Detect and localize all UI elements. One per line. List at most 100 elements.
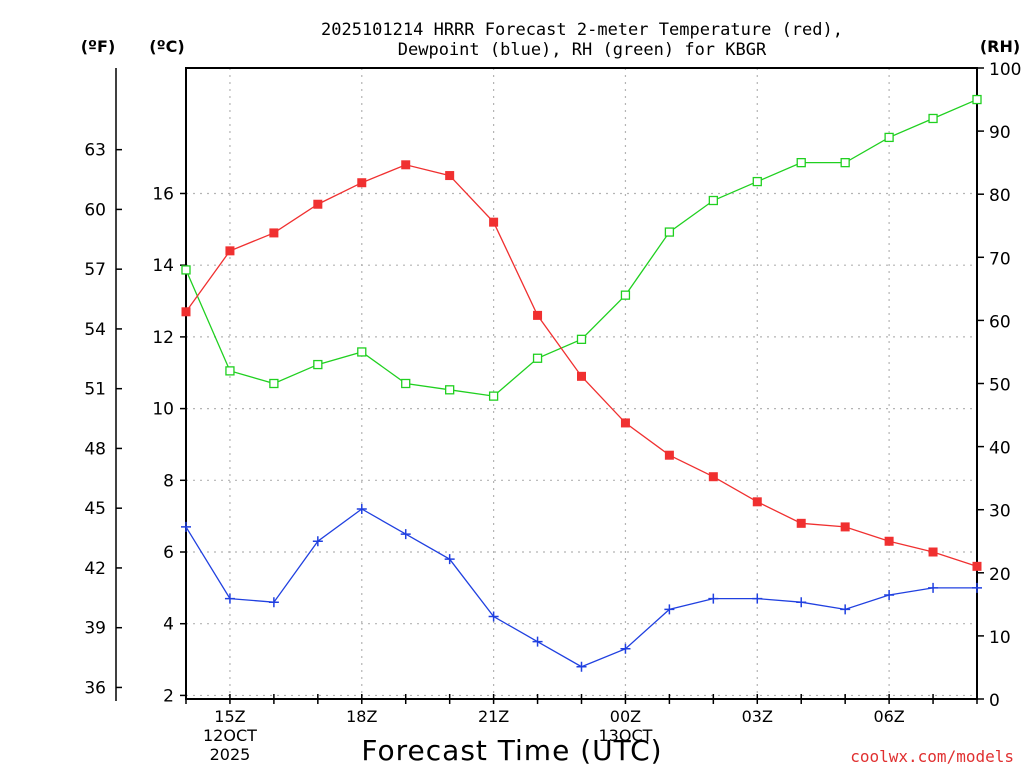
dewpoint-marker [664,604,675,615]
rh-tick-label: 50 [989,376,1011,396]
data-series [181,94,982,672]
temperature-marker [928,547,938,557]
dewpoint-marker [356,503,367,514]
chart-title-line2: Dewpoint (blue), RH (green) for KBGR [398,40,767,60]
rh-marker [445,385,455,395]
x-tick-label: 03Z [742,707,773,726]
temperature-marker [840,522,850,532]
rh-tick-label: 60 [989,312,1011,332]
dewpoint-marker [444,554,455,565]
dewpoint-marker [752,593,763,604]
credit-text: coolwx.com/models [850,747,1014,766]
dewpoint-marker [884,590,895,601]
celsius-tick-label: 10 [152,400,174,420]
temperature-marker [269,228,279,238]
celsius-tick-label: 8 [163,471,174,491]
rh-marker [708,195,718,206]
temperature-marker [620,418,630,428]
dewpoint-marker [532,636,543,647]
celsius-tick-label: 14 [152,256,174,276]
fahrenheit-tick-label: 63 [84,141,106,161]
temperature-marker [489,217,499,227]
unit-label-fahrenheit: (ºF) [81,37,116,56]
plot-frame [185,67,978,700]
rh-marker [928,113,938,124]
rh-marker [313,359,323,370]
rh-marker [357,347,367,357]
temperature-marker [577,371,586,381]
rh-marker [884,132,894,143]
temperature-marker [401,160,411,170]
fahrenheit-tick-label: 57 [84,260,106,280]
temperature-marker [708,472,718,482]
rh-marker [488,391,499,401]
temperature-marker [313,199,323,209]
rh-marker [532,353,543,363]
dewpoint-marker [928,582,939,593]
chart-title-line1: 2025101214 HRRR Forecast 2-meter Tempera… [321,20,843,40]
dewpoint-marker [708,593,719,604]
temperature-marker [357,178,367,188]
temperature-marker [752,497,762,507]
temperature-marker [181,307,191,317]
temperature-marker [972,561,982,571]
fahrenheit-tick-label: 45 [84,499,106,519]
rh-marker [576,334,587,344]
rh-marker [225,366,235,376]
dewpoint-marker [796,597,807,608]
rh-tick-label: 100 [989,60,1021,80]
temperature-marker [884,536,894,546]
fahrenheit-tick-label: 42 [84,559,106,579]
dewpoint-marker [488,611,499,622]
rh-tick-label: 80 [989,186,1011,206]
temperature-marker [796,518,806,528]
rh-tick-label: 40 [989,439,1011,459]
x-tick-label: 06Z [873,707,904,726]
rh-marker [796,157,806,168]
x-tick-year: 2025 [210,745,251,764]
dewpoint-marker [972,582,982,593]
fahrenheit-tick-label: 39 [84,619,106,639]
x-axis-title: Forecast Time (UTC) [361,734,662,767]
rh-line [185,98,978,397]
dewpoint-marker [312,536,323,547]
unit-label-rh: (RH) [980,37,1020,56]
rh-marker [620,290,631,300]
dewpoint-marker [620,643,631,654]
rh-tick-label: 30 [989,502,1011,522]
temperature-marker [533,310,543,320]
x-tick-date: 13OCT [598,726,652,745]
rh-marker [269,378,279,389]
temperature-marker [664,450,674,460]
fahrenheit-tick-label: 51 [84,380,106,400]
rh-tick-label: 20 [989,565,1011,585]
grid-lines [186,68,977,699]
rh-marker [972,94,982,105]
dewpoint-line [185,508,977,668]
rh-marker [401,378,411,389]
fahrenheit-tick-label: 54 [84,320,106,340]
rh-marker [752,176,762,187]
temperature-marker [445,171,455,181]
celsius-tick-label: 16 [152,184,174,204]
rh-marker [664,227,675,237]
unit-label-celsius: (ºC) [149,37,184,56]
axes [115,67,984,704]
dewpoint-marker [181,521,191,532]
fahrenheit-tick-label: 48 [84,439,106,459]
rh-marker [840,157,850,168]
rh-tick-label: 90 [989,123,1011,143]
dewpoint-marker [224,593,235,604]
x-tick-label: 21Z [478,707,509,726]
temperature-line [185,164,978,567]
rh-tick-label: 70 [989,249,1011,269]
dewpoint-marker [576,661,587,672]
x-tick-label: 15Z [214,707,245,726]
x-tick-label: 18Z [346,707,377,726]
dewpoint-marker [400,529,411,540]
rh-tick-label: 0 [989,691,1000,711]
rh-marker [181,265,191,275]
x-tick-label: 00Z [610,707,641,726]
